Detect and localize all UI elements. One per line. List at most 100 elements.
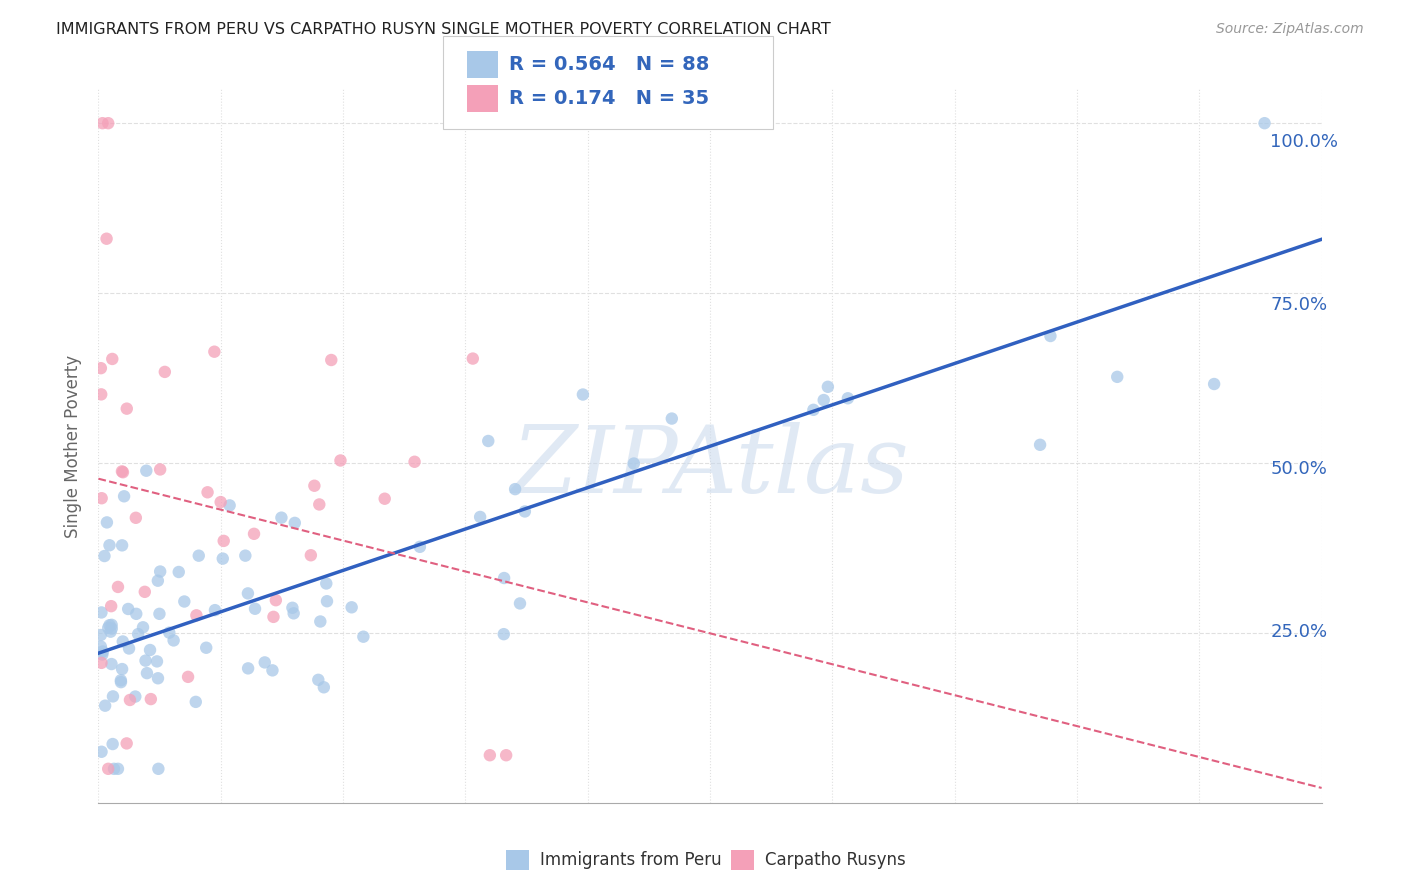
Point (176, 653, 198, 667)
Point (419, 494, 441, 508)
Point (184, 669, 207, 683)
Text: Immigrants from Peru: Immigrants from Peru (540, 851, 721, 869)
Point (252, 607, 274, 621)
Point (200, 624, 222, 639)
Point (276, 534, 298, 549)
Point (186, 467, 208, 482)
Point (187, 491, 209, 506)
Text: Source: ZipAtlas.com: Source: ZipAtlas.com (1216, 22, 1364, 37)
Point (373, 360, 395, 375)
Point (211, 640, 233, 654)
Point (170, 549, 193, 564)
Point (526, 624, 548, 639)
Point (204, 618, 226, 632)
Point (451, 541, 474, 555)
Point (191, 600, 214, 615)
Point (360, 668, 382, 682)
Point (187, 468, 209, 483)
Point (184, 671, 207, 685)
Point (544, 507, 567, 521)
Point (276, 552, 298, 566)
Point (357, 482, 380, 496)
Point (832, 398, 855, 412)
Point (298, 657, 321, 672)
Point (172, 244, 194, 258)
Point (1071, 376, 1094, 391)
Point (181, 579, 204, 593)
Point (205, 583, 228, 598)
Text: ZIPAtlas: ZIPAtlas (522, 426, 920, 516)
Point (527, 741, 550, 756)
Point (380, 458, 402, 472)
Point (267, 352, 290, 367)
Text: R = 0.174   N = 35: R = 0.174 N = 35 (509, 88, 709, 108)
Point (295, 549, 318, 563)
Point (170, 693, 193, 707)
Text: Carpatho Rusyns: Carpatho Rusyns (765, 851, 905, 869)
Point (219, 605, 242, 619)
Point (232, 631, 254, 645)
Point (304, 528, 326, 542)
Point (186, 658, 208, 673)
Point (197, 684, 219, 698)
Point (219, 564, 242, 578)
Point (218, 667, 240, 681)
Point (252, 690, 274, 704)
Point (224, 372, 246, 386)
Point (322, 591, 344, 606)
Point (176, 598, 198, 612)
Point (207, 467, 229, 482)
Point (710, 133, 733, 147)
Point (173, 754, 195, 768)
Point (174, 615, 197, 630)
Point (367, 575, 389, 590)
Point (801, 409, 824, 423)
Point (179, 754, 201, 768)
Point (193, 688, 215, 702)
Point (167, 738, 190, 752)
Point (167, 393, 190, 408)
Point (526, 570, 548, 584)
Point (228, 623, 250, 637)
Point (389, 599, 412, 613)
Point (211, 687, 233, 701)
Point (354, 549, 377, 563)
Point (176, 619, 198, 633)
Point (172, 516, 194, 531)
Point (596, 393, 619, 408)
Point (536, 485, 558, 500)
Point (675, 417, 697, 431)
Point (236, 565, 259, 579)
Point (181, 754, 204, 768)
Point (1004, 442, 1026, 457)
Point (1204, 133, 1226, 147)
Point (169, 641, 191, 656)
Point (513, 741, 536, 756)
Text: R = 0.564   N = 88: R = 0.564 N = 88 (509, 54, 710, 74)
Point (186, 632, 208, 646)
Y-axis label: Single Mother Poverty: Single Mother Poverty (65, 359, 83, 542)
Point (177, 684, 200, 698)
Point (207, 650, 229, 665)
Point (401, 627, 423, 641)
Point (321, 607, 343, 622)
Point (167, 644, 190, 658)
Point (208, 662, 231, 676)
Point (260, 638, 283, 652)
Point (368, 592, 391, 607)
Point (245, 665, 267, 680)
Point (218, 573, 240, 587)
Point (281, 500, 304, 515)
Point (218, 754, 240, 768)
Point (167, 493, 190, 508)
Point (217, 650, 239, 665)
Point (177, 359, 200, 374)
Point (191, 638, 214, 652)
Point (262, 488, 284, 502)
Point (811, 399, 834, 413)
Point (814, 386, 837, 401)
Point (190, 730, 212, 744)
Point (273, 497, 295, 511)
Point (219, 466, 242, 480)
Point (167, 625, 190, 640)
